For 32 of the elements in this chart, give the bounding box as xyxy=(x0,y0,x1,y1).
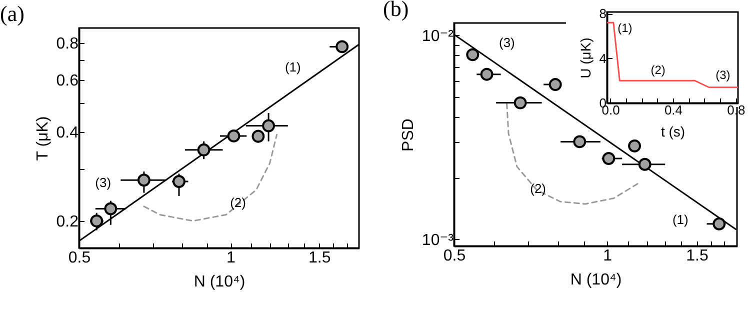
y-tick-label: 0.8 xyxy=(56,36,79,53)
annotation: (1) xyxy=(284,60,301,75)
annotation: (3) xyxy=(716,68,730,82)
x-tick-label: 0.5 xyxy=(443,248,466,264)
y-tick-label: 0.4 xyxy=(56,124,79,142)
y-axis-title: U (μK) xyxy=(577,38,594,78)
x-axis-title: N (10⁴) xyxy=(570,272,622,288)
y-tick-label: 8 xyxy=(599,6,606,22)
annotation: (2) xyxy=(230,194,246,210)
chart-title: (a) xyxy=(0,1,24,26)
x-tick-label: 0.4 xyxy=(664,102,683,118)
y-axis-title: T (μK) xyxy=(34,116,52,161)
x-tick-label: 1 xyxy=(603,248,612,264)
annotation: (1) xyxy=(672,212,688,227)
annotation: (3) xyxy=(95,175,112,190)
chart-title: (b) xyxy=(383,0,409,21)
x-tick-label: 1 xyxy=(226,250,236,266)
annotation: (2) xyxy=(530,180,546,196)
x-tick-label: 1.5 xyxy=(686,248,708,264)
annotation: (1) xyxy=(618,21,632,36)
x-axis-title: N (10⁴) xyxy=(194,274,246,290)
annotation: (2) xyxy=(650,63,666,78)
y-tick-label: 4 xyxy=(599,50,606,66)
y-tick-label: 10⁻² xyxy=(422,28,454,45)
x-axis-title: t (s) xyxy=(660,124,686,140)
x-tick-label: 0.5 xyxy=(68,250,91,266)
y-tick-label: 10⁻³ xyxy=(422,232,454,249)
y-tick-label: 0.2 xyxy=(56,213,79,230)
y-axis-title: PSD xyxy=(400,118,417,152)
annotation: (3) xyxy=(498,35,515,50)
y-tick-label: 0.6 xyxy=(56,72,79,90)
x-tick-label: 1.5 xyxy=(308,250,331,266)
